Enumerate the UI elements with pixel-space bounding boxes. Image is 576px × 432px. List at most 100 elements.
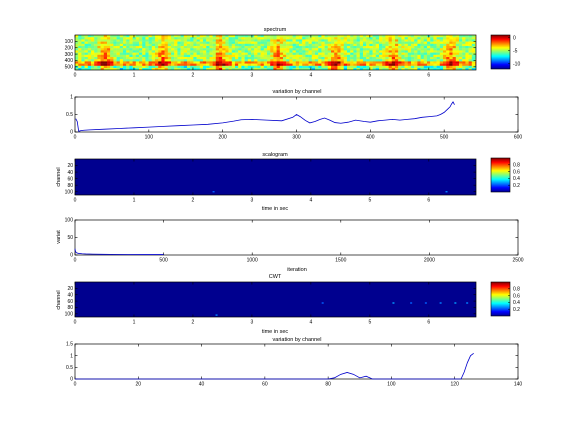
heatmap-cell bbox=[97, 59, 101, 62]
heatmap-cell bbox=[452, 63, 456, 66]
heatmap-cell bbox=[395, 63, 399, 66]
heatmap-cell bbox=[167, 52, 172, 55]
heatmap-cell bbox=[283, 63, 287, 66]
heatmap-cell bbox=[116, 54, 120, 58]
heatmap-cell bbox=[404, 63, 408, 66]
heatmap-cell bbox=[187, 39, 191, 42]
heatmap-cell bbox=[276, 50, 280, 53]
heatmap-cell bbox=[436, 43, 440, 47]
heatmap-cell bbox=[190, 46, 194, 49]
heatmap-cell bbox=[404, 59, 408, 62]
heatmap-cell bbox=[164, 59, 168, 62]
heatmap-cell bbox=[391, 61, 396, 64]
heatmap-cell bbox=[327, 50, 332, 53]
heatmap-cell bbox=[343, 68, 348, 70]
heatmap-cell bbox=[97, 46, 101, 49]
heatmap-cell bbox=[139, 57, 143, 60]
heatmap-cell bbox=[78, 46, 82, 49]
heatmap-cell bbox=[87, 48, 92, 51]
heatmap-cell bbox=[334, 61, 338, 64]
heatmap-cell bbox=[209, 43, 213, 47]
heatmap-cell bbox=[180, 54, 184, 58]
heatmap-cell bbox=[228, 65, 232, 69]
heatmap-cell bbox=[324, 41, 328, 44]
heatmap-cell bbox=[462, 52, 466, 55]
heatmap-cell bbox=[334, 50, 338, 53]
heatmap-cell bbox=[391, 54, 396, 58]
heatmap-cell bbox=[180, 52, 184, 55]
heatmap-cell bbox=[283, 39, 287, 42]
heatmap-cell bbox=[289, 61, 293, 64]
heatmap-cell bbox=[283, 68, 287, 70]
heatmap-cell bbox=[414, 41, 418, 44]
heatmap-cell bbox=[369, 46, 373, 49]
heatmap-cell bbox=[254, 59, 258, 62]
heatmap-cell bbox=[212, 65, 216, 69]
heatmap-cell bbox=[225, 39, 229, 42]
heatmap-cell bbox=[436, 35, 440, 38]
heatmap-cell bbox=[459, 57, 463, 60]
heatmap-cell bbox=[289, 57, 293, 60]
heatmap-cell bbox=[391, 59, 396, 62]
heatmap-cell bbox=[97, 50, 101, 53]
heatmap-cell bbox=[455, 50, 460, 53]
heatmap-cell bbox=[276, 61, 280, 64]
heatmap-cell bbox=[452, 50, 456, 53]
heatmap-cell bbox=[292, 59, 296, 62]
heatmap-cell bbox=[251, 68, 255, 70]
heatmap-cell bbox=[452, 57, 456, 60]
heatmap-cell bbox=[228, 48, 232, 51]
heatmap-cell bbox=[286, 35, 290, 38]
heatmap-cell bbox=[465, 48, 469, 51]
heatmap-cell bbox=[417, 57, 421, 60]
y-tick-label: 100 bbox=[65, 189, 74, 195]
heatmap-cell bbox=[263, 50, 268, 53]
heatmap-cell bbox=[126, 37, 130, 40]
heatmap-cell bbox=[270, 63, 274, 66]
heatmap-cell bbox=[404, 37, 408, 40]
heatmap-cell bbox=[183, 48, 188, 51]
heatmap-cell bbox=[251, 61, 255, 64]
heatmap-cell bbox=[247, 39, 252, 42]
heatmap-cell bbox=[392, 302, 395, 304]
heatmap-cell bbox=[267, 39, 271, 42]
heatmap-cell bbox=[407, 48, 412, 51]
heatmap-cell bbox=[433, 46, 437, 49]
heatmap-cell bbox=[177, 41, 181, 44]
heatmap-cell bbox=[87, 61, 92, 64]
heatmap-cell bbox=[475, 37, 476, 40]
heatmap-cell bbox=[113, 50, 117, 53]
heatmap-cell bbox=[420, 57, 424, 60]
heatmap-cell bbox=[171, 41, 175, 44]
heatmap-cell bbox=[343, 52, 348, 55]
heatmap-cell bbox=[347, 50, 351, 53]
heatmap-cell bbox=[398, 59, 402, 62]
heatmap-cell bbox=[267, 57, 271, 60]
heatmap-cell bbox=[97, 52, 101, 55]
heatmap-cell bbox=[471, 57, 476, 60]
heatmap-cell bbox=[315, 68, 319, 70]
heatmap-cell bbox=[356, 43, 360, 47]
heatmap-cell bbox=[196, 63, 200, 66]
heatmap-cell bbox=[459, 54, 463, 58]
heatmap-cell bbox=[436, 52, 440, 55]
heatmap-cell bbox=[289, 39, 293, 42]
heatmap-cell bbox=[225, 35, 229, 38]
heatmap-cell bbox=[391, 52, 396, 55]
heatmap-cell bbox=[190, 68, 194, 70]
heatmap-cell bbox=[247, 46, 252, 49]
heatmap-cell bbox=[379, 48, 383, 51]
heatmap-cell bbox=[257, 48, 261, 51]
heatmap-cell bbox=[161, 52, 165, 55]
heatmap-cell bbox=[411, 54, 415, 58]
heatmap-cell bbox=[164, 48, 168, 51]
heatmap-cell bbox=[132, 46, 136, 49]
heatmap-cell bbox=[196, 50, 200, 53]
heatmap-cell bbox=[151, 57, 156, 60]
y-tick-label: 0 bbox=[70, 253, 73, 259]
heatmap-cell bbox=[459, 61, 463, 64]
heatmap-cell bbox=[155, 50, 159, 53]
heatmap-cell bbox=[164, 37, 168, 40]
heatmap-cell bbox=[174, 65, 178, 69]
heatmap-cell bbox=[91, 61, 95, 64]
